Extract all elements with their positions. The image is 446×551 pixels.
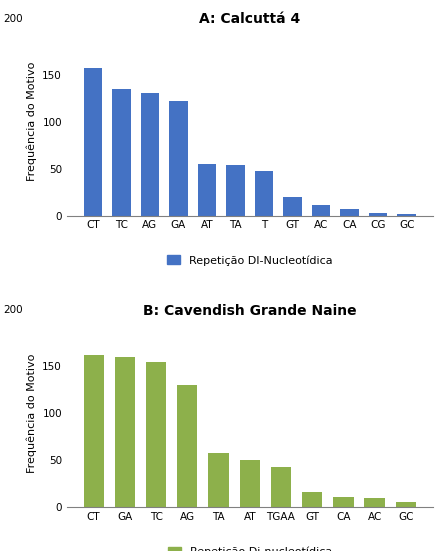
Text: 200: 200 (4, 305, 23, 315)
Y-axis label: Frequência do Motivo: Frequência do Motivo (26, 353, 37, 473)
Title: A: Calcuttá 4: A: Calcuttá 4 (199, 12, 301, 26)
Bar (115, 356, 135, 507)
Bar (302, 492, 322, 507)
Title: B: Cavendish Grande Naine: B: Cavendish Grande Naine (143, 304, 356, 318)
Text: 200: 200 (4, 14, 23, 24)
Bar (333, 496, 354, 507)
Bar (396, 502, 416, 507)
Bar (226, 165, 245, 215)
Bar (340, 209, 359, 215)
Bar (83, 355, 104, 507)
Legend: Repetição Di-nucleotídica: Repetição Di-nucleotídica (163, 542, 336, 551)
Bar (146, 362, 166, 507)
Bar (283, 197, 302, 215)
Bar (312, 205, 330, 215)
Bar (177, 385, 198, 507)
Bar (112, 89, 131, 215)
Bar (198, 164, 216, 215)
Y-axis label: Frequência do Motivo: Frequência do Motivo (26, 62, 37, 181)
Bar (169, 101, 188, 215)
Bar (140, 93, 159, 215)
Bar (255, 171, 273, 215)
Bar (208, 453, 229, 507)
Bar (271, 467, 291, 507)
Legend: Repetição DI-Nucleotídica: Repetição DI-Nucleotídica (162, 251, 337, 270)
Bar (240, 460, 260, 507)
Bar (83, 68, 102, 215)
Bar (397, 214, 416, 215)
Bar (364, 499, 385, 507)
Bar (369, 213, 388, 215)
